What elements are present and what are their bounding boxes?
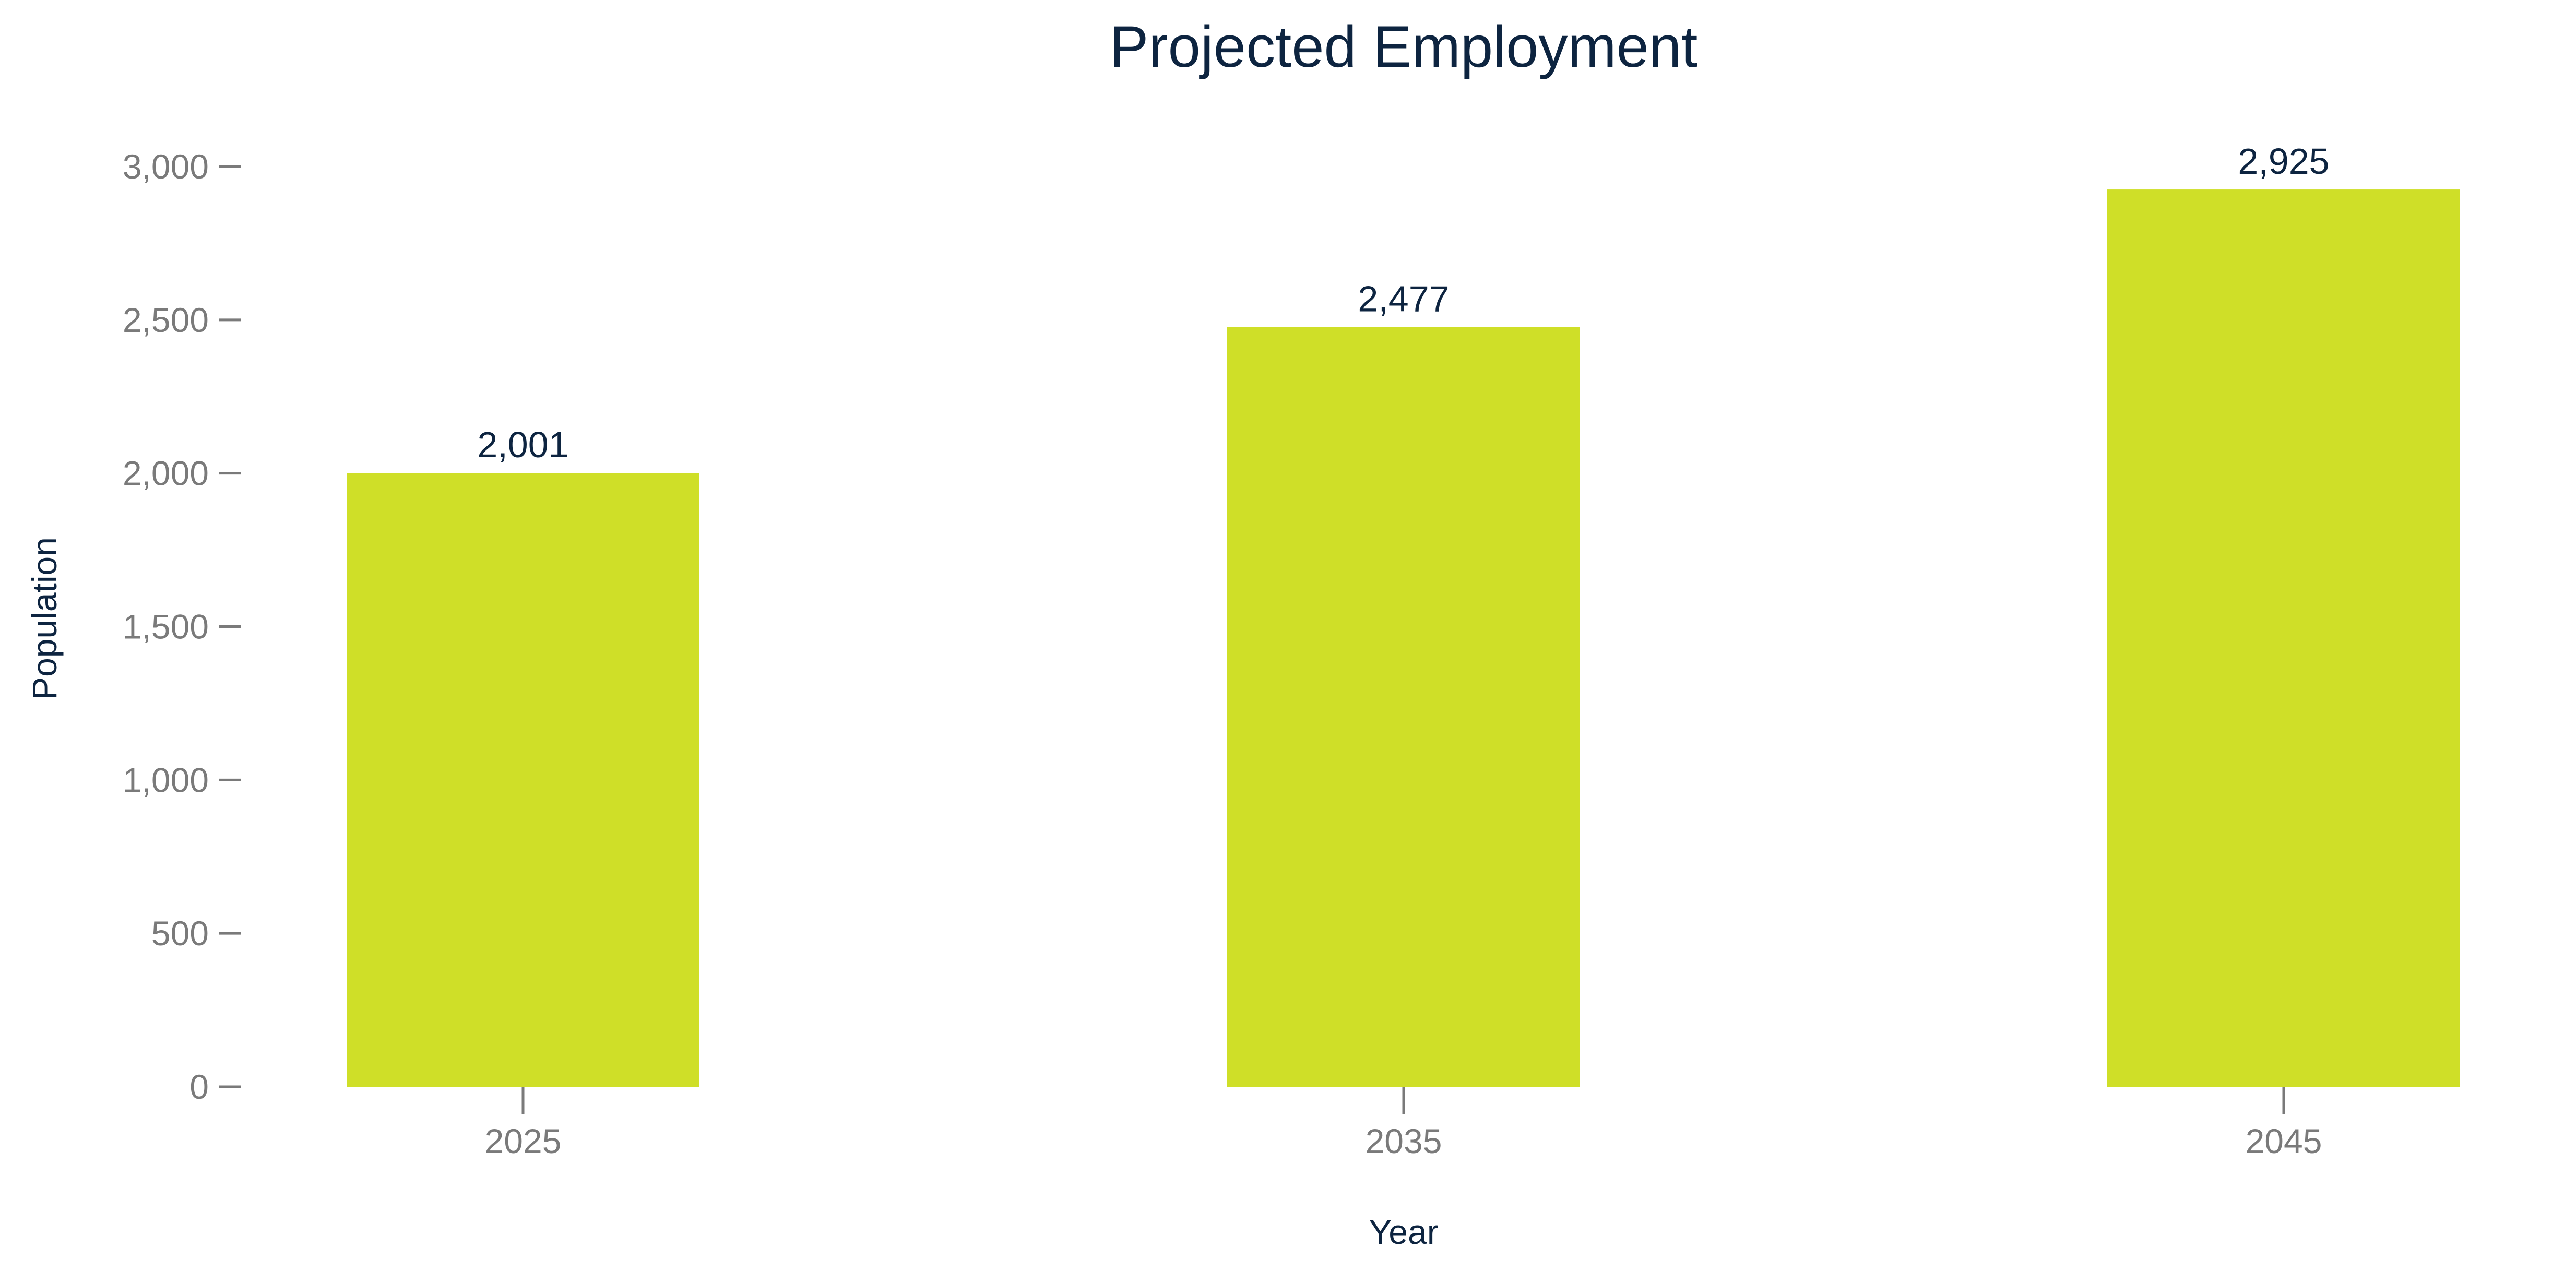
y-axis-label: Population bbox=[25, 537, 64, 700]
data-label: 2,477 bbox=[1358, 278, 1449, 319]
x-tick-label: 2025 bbox=[485, 1122, 562, 1160]
data-labels: 2,001 2,477 2,925 bbox=[477, 141, 2329, 465]
y-tick-label: 2,500 bbox=[123, 301, 209, 339]
y-axis: 0 500 1,000 1,500 2,000 2,500 3,000 bbox=[123, 147, 241, 1106]
data-label: 2,001 bbox=[477, 424, 568, 465]
bars bbox=[347, 189, 2460, 1087]
x-axis-label: Year bbox=[1369, 1213, 1438, 1251]
bar-2025 bbox=[347, 473, 699, 1087]
x-axis: 2025 2035 2045 bbox=[485, 1087, 2322, 1160]
x-tick-label: 2045 bbox=[2246, 1122, 2322, 1160]
y-tick-label: 2,000 bbox=[123, 454, 209, 493]
y-tick-label: 1,000 bbox=[123, 761, 209, 799]
y-tick-label: 500 bbox=[151, 914, 209, 953]
bar-2045 bbox=[2107, 189, 2460, 1087]
bar-2035 bbox=[1227, 327, 1580, 1087]
chart-title: Projected Employment bbox=[1110, 14, 1698, 79]
y-tick-label: 0 bbox=[189, 1067, 209, 1106]
y-tick-label: 1,500 bbox=[123, 608, 209, 646]
x-tick-label: 2035 bbox=[1366, 1122, 1442, 1160]
data-label: 2,925 bbox=[2238, 141, 2329, 182]
y-tick-label: 3,000 bbox=[123, 147, 209, 186]
